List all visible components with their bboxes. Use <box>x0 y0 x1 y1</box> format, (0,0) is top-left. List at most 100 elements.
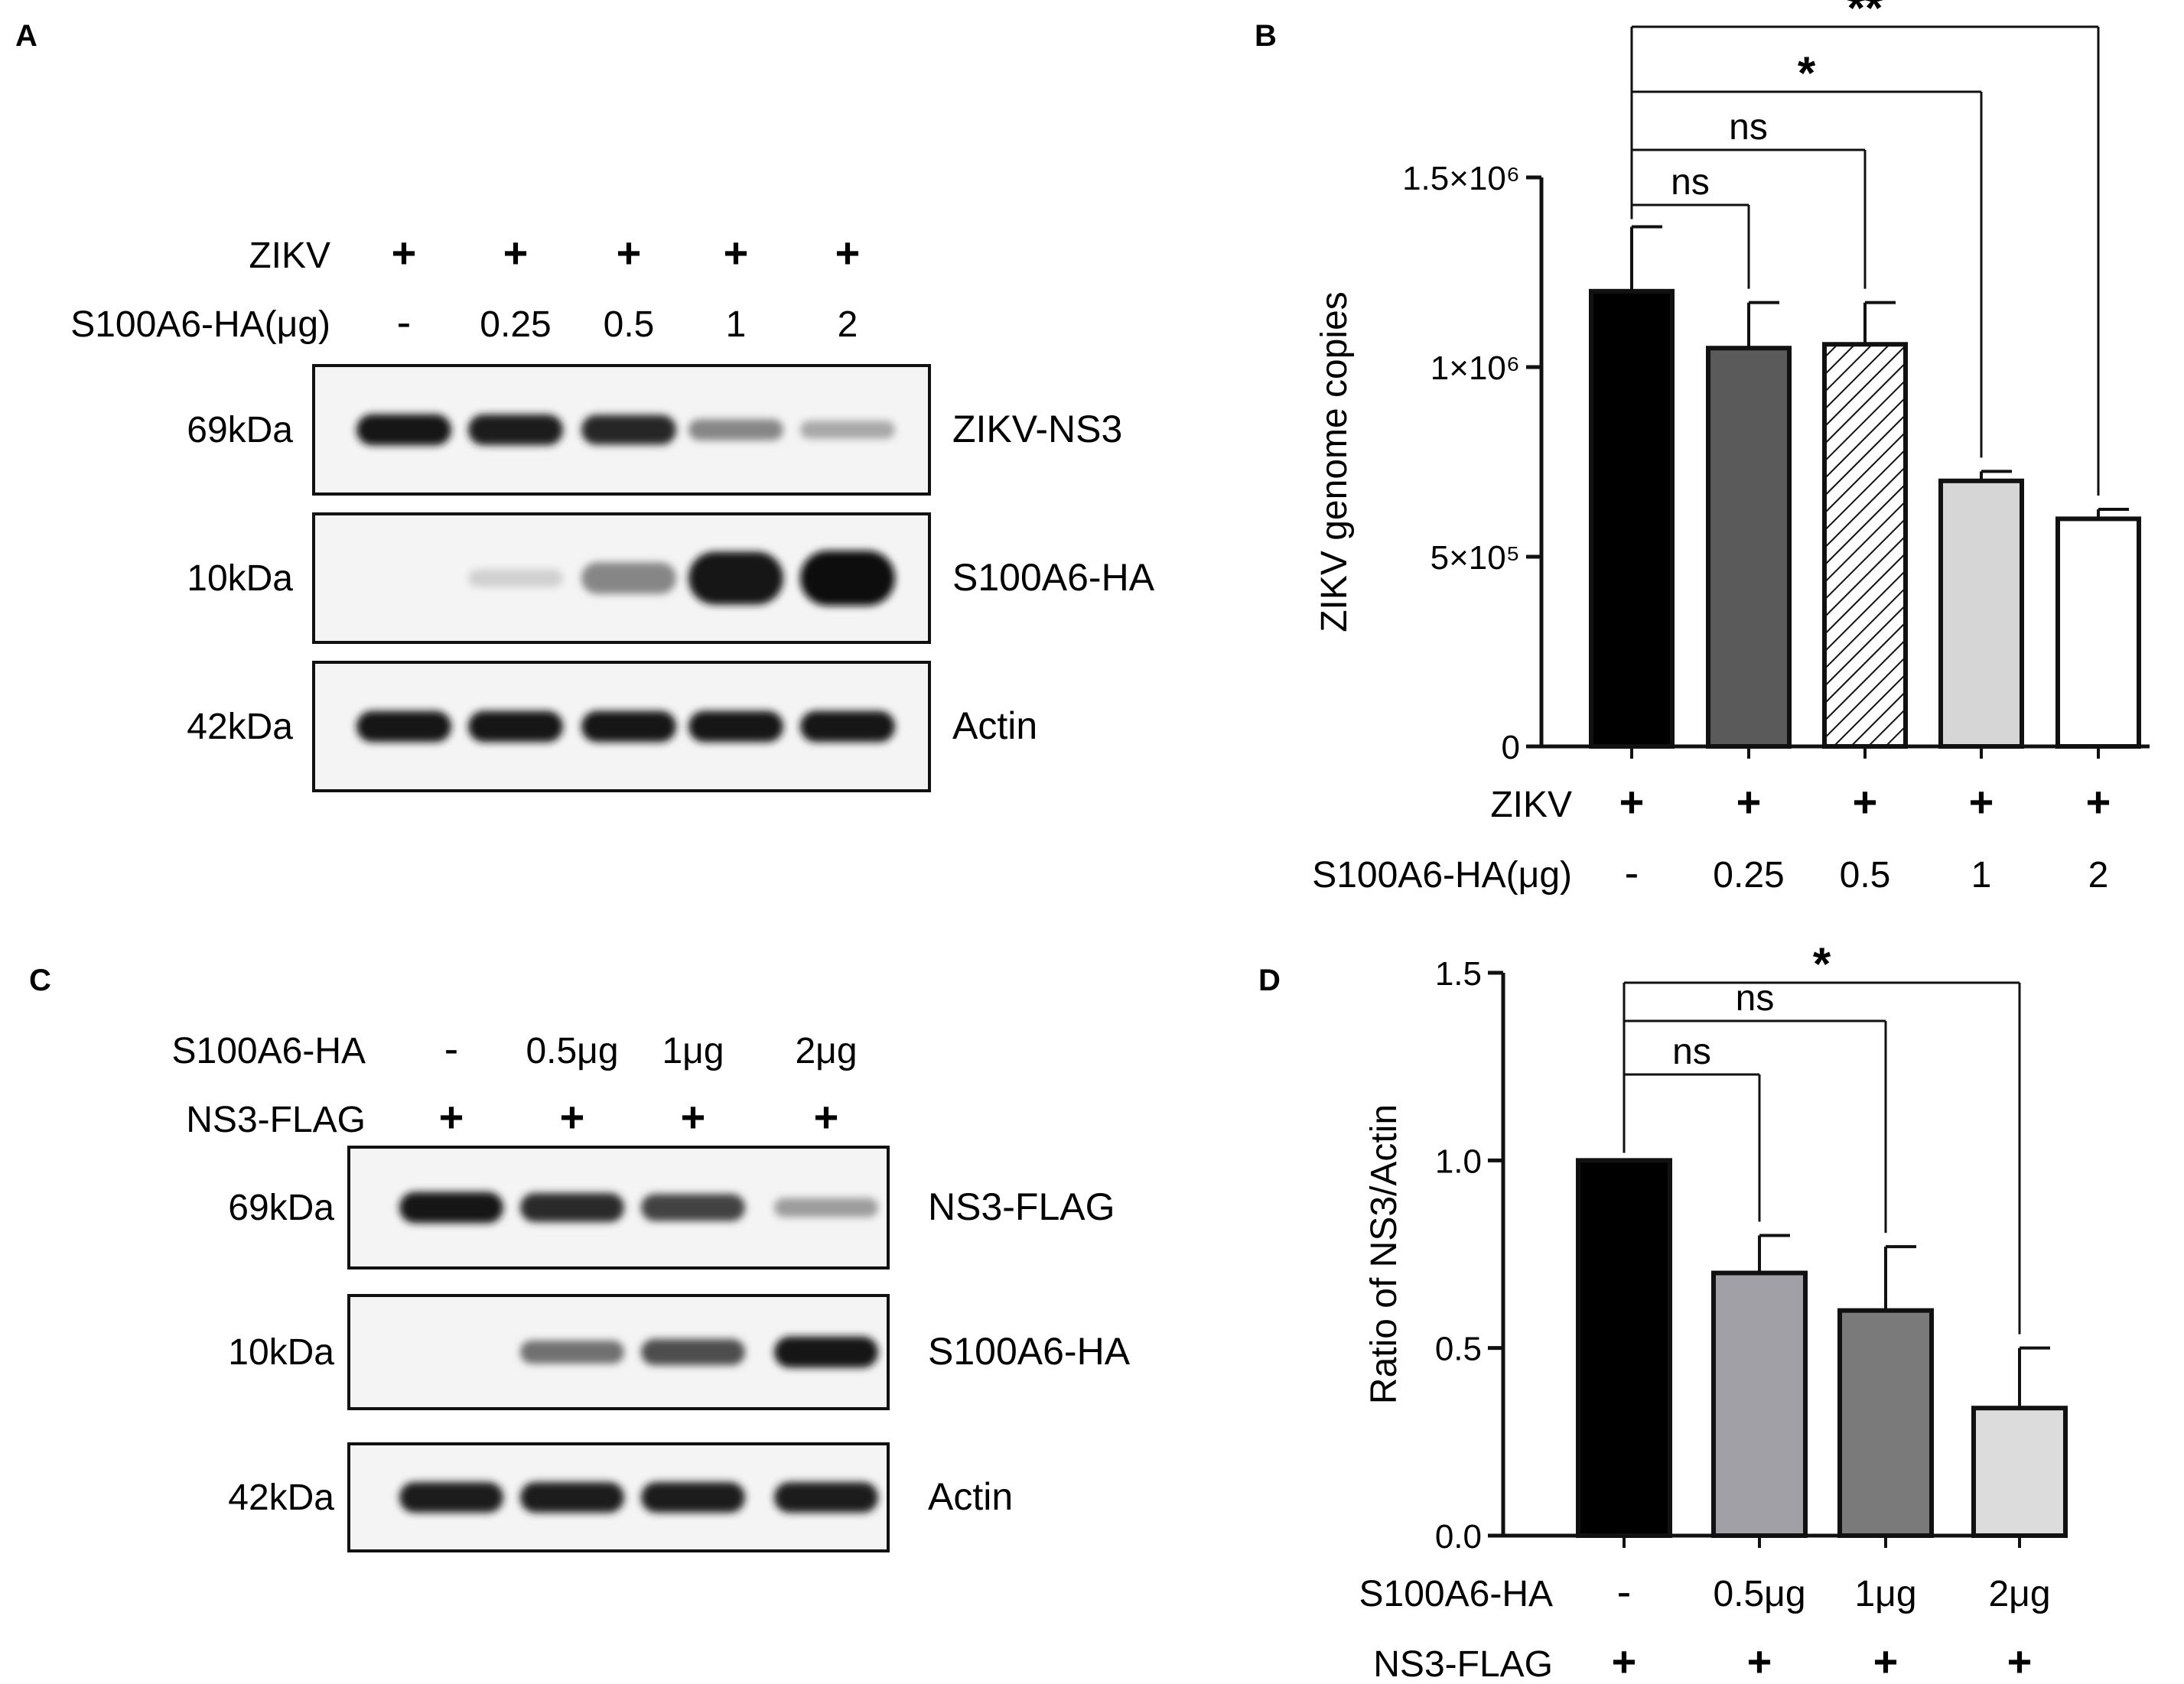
bar <box>2055 516 2141 749</box>
condition-value: 0.5 <box>1840 855 1891 896</box>
blot-band <box>356 414 451 446</box>
bar <box>1576 1158 1672 1539</box>
y-tick-label: 0.0 <box>1435 1518 1482 1556</box>
condition-value: 1 <box>1971 855 1992 896</box>
bar <box>1711 1270 1808 1538</box>
blot-band <box>468 569 563 587</box>
condition-value: 0.25 <box>480 304 551 345</box>
condition-value: 0.25 <box>1713 855 1784 896</box>
protein-label: ZIKV-NS3 <box>952 408 1122 450</box>
bar <box>1822 342 1908 749</box>
bar <box>1589 288 1675 749</box>
condition-value: + <box>835 229 861 277</box>
condition-label: ZIKV <box>249 236 330 276</box>
condition-value: + <box>560 1093 585 1141</box>
condition-value: 0.5μg <box>526 1031 618 1071</box>
significance-label: * <box>1798 47 1816 99</box>
condition-value: + <box>1853 778 1878 826</box>
panel-letter-a: A <box>15 19 37 53</box>
condition-value: + <box>617 229 642 277</box>
blot-band <box>581 414 676 445</box>
condition-value: + <box>392 229 417 277</box>
western-blot-panel-a: ZIKV + + + + + S100A6-HA(μg) - 0.25 0.5 1 2 69kDa ZIK… <box>70 229 1155 792</box>
panel-letter-c: C <box>29 964 51 997</box>
condition-label: S100A6-HA <box>172 1031 366 1071</box>
condition-value: + <box>1612 1637 1637 1684</box>
molecular-weight-marker: 42kDa <box>228 1478 334 1518</box>
condition-value: + <box>814 1093 839 1141</box>
condition-value: - <box>397 297 412 346</box>
blot-band <box>520 1482 624 1513</box>
significance-label: ns <box>1736 978 1775 1019</box>
blot-band <box>688 551 783 605</box>
significance-label: ns <box>1672 1032 1711 1072</box>
y-tick-label: 1.0 <box>1435 1143 1482 1180</box>
condition-value: + <box>1969 778 1994 826</box>
condition-value: 2 <box>838 304 858 345</box>
condition-value: 0.5μg <box>1713 1574 1805 1614</box>
blot-band <box>520 1192 624 1223</box>
blot-band <box>774 1336 878 1368</box>
bar-chart-panel-d: Ratio of NS3/Actin 0.0 0.5 1.0 1.5 S100A6-HA -… <box>1359 938 2068 1684</box>
condition-label: S100A6-HA <box>1359 1574 1553 1614</box>
bar <box>1706 346 1792 749</box>
condition-value: 0.5 <box>604 304 655 345</box>
condition-value: 1μg <box>662 1031 724 1071</box>
blot-band <box>520 1340 624 1364</box>
condition-value: + <box>1619 778 1645 826</box>
molecular-weight-marker: 42kDa <box>187 707 293 747</box>
blot-band <box>688 419 783 441</box>
y-tick-label: 1.5 <box>1435 955 1482 993</box>
condition-value: + <box>503 229 529 277</box>
significance-label: ns <box>1671 162 1710 203</box>
condition-value: + <box>2086 778 2111 826</box>
condition-value: + <box>2007 1637 2033 1684</box>
condition-label: S100A6-HA(μg) <box>1312 855 1572 896</box>
condition-label: S100A6-HA(μg) <box>70 304 330 345</box>
blot-band <box>581 710 676 743</box>
y-axis-label: ZIKV genome copies <box>1314 291 1355 632</box>
condition-value: 2 <box>2088 855 2109 896</box>
y-tick-label: 0.5 <box>1435 1331 1482 1368</box>
y-tick-label: 5×10⁵ <box>1431 539 1520 577</box>
panel-letter-d: D <box>1258 964 1281 997</box>
bar <box>1837 1308 1934 1538</box>
condition-value: - <box>1625 848 1639 896</box>
blot-band <box>356 710 451 743</box>
bar <box>1938 478 2024 749</box>
protein-label: S100A6-HA <box>928 1330 1131 1373</box>
western-blot-panel-c: S100A6-HA - 0.5μg 1μg 2μg NS3-FLAG + + + +69kDa NS… <box>172 1024 1131 1552</box>
condition-value: + <box>1873 1637 1899 1684</box>
condition-value: - <box>444 1024 459 1072</box>
significance-label: ** <box>1847 0 1883 34</box>
molecular-weight-marker: 10kDa <box>228 1332 334 1373</box>
y-tick-label: 1×10⁶ <box>1431 349 1520 387</box>
condition-value: + <box>681 1093 706 1141</box>
protein-label: S100A6-HA <box>952 556 1155 599</box>
y-tick-label: 1.5×10⁶ <box>1402 160 1520 197</box>
condition-label: ZIKV <box>1490 785 1572 825</box>
blot-band <box>774 1482 878 1513</box>
condition-value: + <box>439 1093 464 1141</box>
y-axis-label: Ratio of NS3/Actin <box>1364 1104 1404 1404</box>
blot-band <box>800 421 895 439</box>
blot-band <box>774 1198 878 1217</box>
protein-label: Actin <box>928 1475 1013 1518</box>
condition-value: + <box>724 229 749 277</box>
molecular-weight-marker: 10kDa <box>187 558 293 599</box>
condition-value: 1μg <box>1854 1574 1916 1614</box>
molecular-weight-marker: 69kDa <box>228 1188 334 1228</box>
blot-band <box>468 710 563 743</box>
blot-band <box>399 1482 503 1513</box>
protein-label: Actin <box>952 704 1037 747</box>
condition-value: - <box>1617 1567 1632 1615</box>
condition-value: 1 <box>726 304 747 345</box>
condition-value: 2μg <box>1988 1574 2050 1614</box>
condition-value: 2μg <box>795 1031 857 1071</box>
significance-label: * <box>1813 938 1831 990</box>
condition-value: + <box>1736 778 1762 826</box>
condition-label: NS3-FLAG <box>186 1100 366 1140</box>
condition-label: NS3-FLAG <box>1373 1644 1553 1684</box>
blot-band <box>641 1194 745 1221</box>
